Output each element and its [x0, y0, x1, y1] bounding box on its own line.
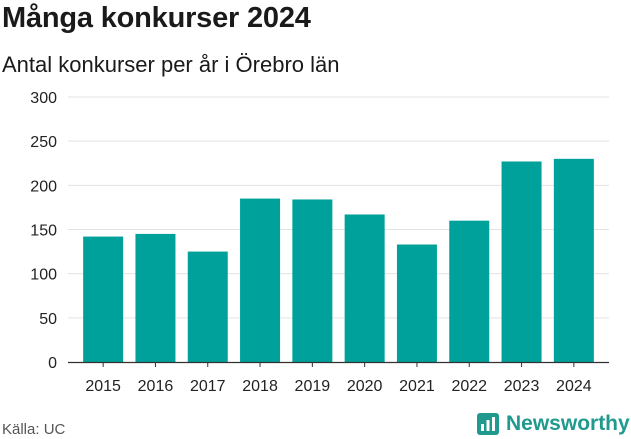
x-tick-label: 2016: [138, 378, 174, 395]
x-tick-label: 2024: [556, 378, 592, 395]
newsworthy-logo: Newsworthy: [476, 409, 630, 439]
y-tick-label: 0: [48, 355, 57, 372]
chart-subtitle: Antal konkurser per år i Örebro län: [2, 52, 340, 77]
y-tick-label: 50: [39, 311, 57, 328]
y-tick-label: 200: [30, 178, 57, 195]
bar-chart: 0 50 100 150 200 250 300 2015 2016 2017 2018 2019 20…: [30, 90, 609, 395]
y-tick-label: 150: [30, 223, 57, 240]
bar: [449, 220, 490, 362]
bar: [135, 233, 176, 362]
x-tick-label: 2021: [399, 378, 435, 395]
bar: [501, 161, 542, 362]
x-tick-label: 2020: [347, 378, 383, 395]
x-tick-label: 2023: [504, 378, 540, 395]
x-tick-label: 2018: [242, 378, 278, 395]
brand-name: Newsworthy: [506, 412, 630, 435]
y-tick-label: 300: [30, 90, 57, 107]
x-tick-label: 2017: [190, 378, 226, 395]
bar: [292, 199, 333, 362]
y-tick-label: 250: [30, 134, 57, 151]
x-tick-label: 2015: [85, 378, 121, 395]
chart-title: Många konkurser 2024: [2, 2, 311, 34]
x-tick-label: 2019: [295, 378, 331, 395]
y-tick-label: 100: [30, 267, 57, 284]
bar: [187, 251, 228, 362]
x-tick-label: 2022: [451, 378, 487, 395]
bar: [83, 236, 124, 362]
source-note: Källa: UC: [2, 421, 66, 438]
bar: [396, 244, 437, 362]
bar: [344, 214, 385, 362]
newsworthy-logo-icon: [477, 413, 499, 435]
bar: [240, 198, 281, 362]
bar: [553, 158, 594, 362]
